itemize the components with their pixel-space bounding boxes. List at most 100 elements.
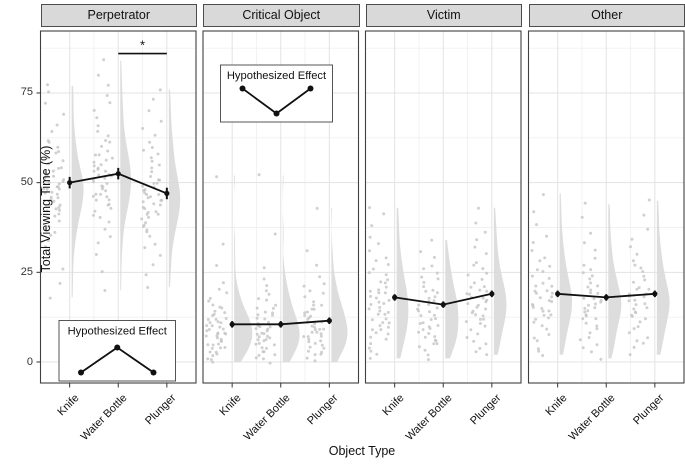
data-point bbox=[587, 303, 590, 307]
data-point bbox=[417, 303, 421, 307]
data-point bbox=[223, 346, 227, 349]
data-point bbox=[642, 213, 646, 217]
data-point bbox=[147, 215, 150, 219]
data-point bbox=[302, 335, 306, 339]
data-point bbox=[149, 156, 153, 160]
data-point bbox=[635, 287, 639, 291]
half-violin-knife bbox=[234, 175, 253, 362]
inset-effect-point bbox=[78, 369, 84, 376]
data-point bbox=[485, 353, 489, 357]
data-point bbox=[430, 238, 434, 242]
data-point bbox=[48, 296, 52, 300]
data-point bbox=[320, 343, 324, 347]
data-point bbox=[108, 235, 112, 239]
jitter-points-water-bottle bbox=[91, 58, 114, 292]
data-point bbox=[262, 332, 266, 336]
y-tick-label: 0 bbox=[26, 355, 33, 368]
data-point bbox=[144, 221, 148, 225]
data-point bbox=[57, 219, 61, 223]
data-point bbox=[382, 302, 386, 305]
data-point bbox=[420, 275, 424, 279]
data-point bbox=[56, 185, 60, 189]
jitter-points-knife bbox=[42, 83, 66, 300]
data-point bbox=[218, 325, 222, 329]
data-point bbox=[422, 280, 426, 284]
data-point bbox=[586, 285, 590, 289]
data-point bbox=[642, 295, 646, 299]
facet-strip-critical-object: Critical Object bbox=[203, 4, 360, 27]
data-point bbox=[271, 311, 275, 315]
half-violin-plunger bbox=[493, 207, 507, 355]
data-point bbox=[262, 277, 266, 281]
data-point bbox=[307, 337, 311, 341]
inset-effect-point bbox=[114, 344, 121, 351]
data-point bbox=[435, 306, 439, 310]
data-point bbox=[272, 343, 276, 347]
data-point bbox=[427, 325, 431, 329]
data-point bbox=[151, 263, 155, 267]
data-point bbox=[549, 313, 553, 317]
data-point bbox=[545, 289, 549, 293]
data-point bbox=[466, 273, 470, 277]
data-point bbox=[96, 129, 100, 133]
data-point bbox=[637, 286, 641, 290]
data-point bbox=[151, 97, 155, 101]
data-point bbox=[225, 291, 229, 295]
half-violin-water-bottle bbox=[608, 204, 622, 359]
data-point bbox=[305, 310, 309, 314]
data-point bbox=[57, 206, 61, 209]
data-point bbox=[56, 196, 60, 200]
mean-point bbox=[603, 294, 609, 300]
data-point bbox=[108, 101, 112, 105]
data-point bbox=[645, 306, 649, 310]
data-point bbox=[592, 297, 596, 301]
data-point bbox=[62, 112, 66, 116]
x-axis-title: Object Type bbox=[328, 444, 396, 458]
data-point bbox=[589, 231, 593, 235]
data-point bbox=[589, 268, 593, 272]
data-point bbox=[312, 303, 316, 307]
data-point bbox=[211, 303, 215, 307]
data-point bbox=[386, 263, 390, 266]
data-point bbox=[255, 306, 259, 310]
data-point bbox=[153, 133, 157, 137]
data-point bbox=[319, 334, 323, 338]
mean-point bbox=[326, 318, 332, 324]
data-point bbox=[43, 170, 47, 174]
data-point bbox=[273, 232, 277, 236]
data-point bbox=[104, 139, 108, 142]
data-point bbox=[156, 152, 160, 156]
facet-strip-perpetrator: Perpetrator bbox=[40, 4, 197, 27]
data-point bbox=[150, 159, 154, 163]
data-point bbox=[387, 298, 391, 302]
data-point bbox=[593, 248, 597, 252]
data-point bbox=[643, 278, 647, 282]
data-point bbox=[152, 181, 156, 185]
data-point bbox=[312, 300, 316, 304]
data-point bbox=[547, 299, 551, 303]
data-point bbox=[533, 289, 537, 293]
data-point bbox=[103, 176, 107, 180]
data-point bbox=[46, 239, 50, 243]
data-point bbox=[106, 149, 110, 153]
data-point bbox=[313, 359, 317, 363]
data-point bbox=[368, 235, 372, 239]
data-point bbox=[478, 346, 482, 350]
data-point bbox=[92, 180, 95, 184]
data-point bbox=[647, 198, 651, 202]
data-point bbox=[313, 353, 317, 357]
data-point bbox=[61, 159, 65, 163]
data-point bbox=[150, 166, 154, 170]
data-point bbox=[374, 296, 378, 300]
data-point bbox=[55, 192, 59, 196]
data-point bbox=[432, 255, 436, 259]
data-point bbox=[530, 274, 534, 278]
data-point bbox=[429, 318, 433, 321]
data-point bbox=[384, 256, 388, 260]
data-point bbox=[370, 328, 374, 332]
data-point bbox=[207, 299, 211, 303]
data-point bbox=[595, 324, 599, 328]
data-point bbox=[535, 223, 538, 227]
data-point bbox=[147, 109, 151, 113]
